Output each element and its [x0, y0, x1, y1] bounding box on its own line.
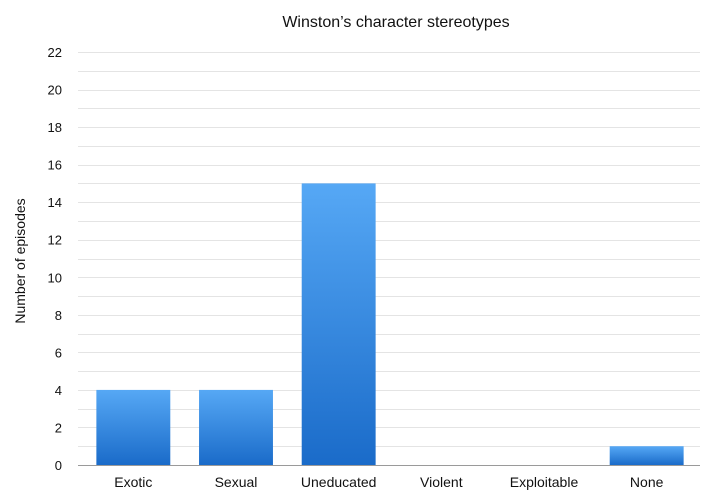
- y-tick-label: 12: [48, 233, 62, 248]
- y-tick-label: 22: [48, 45, 62, 60]
- category-label-uneducated: Uneducated: [301, 474, 377, 490]
- chart-title: Winston’s character stereotypes: [282, 14, 509, 31]
- bar-uneducated: [301, 183, 376, 465]
- y-tick-label: 4: [55, 383, 62, 398]
- category-label-exotic: Exotic: [114, 474, 152, 490]
- y-tick-label: 2: [55, 420, 62, 435]
- bar-none: [609, 446, 684, 465]
- y-tick-label: 8: [55, 308, 62, 323]
- y-tick-label: 20: [48, 83, 62, 98]
- y-tick-labels: 0 2 4 6 8 10 12 14 16 18 20 22: [48, 45, 62, 473]
- y-tick-label: 0: [55, 458, 62, 473]
- bar-sexual: [199, 389, 273, 465]
- bar-exotic: [96, 389, 171, 465]
- category-label-violent: Violent: [420, 474, 463, 490]
- gridlines: [78, 52, 700, 447]
- y-tick-label: 6: [55, 345, 62, 360]
- category-label-sexual: Sexual: [215, 474, 258, 490]
- y-axis-label: Number of episodes: [12, 198, 28, 323]
- y-tick-label: 18: [48, 120, 62, 135]
- category-labels: Exotic Sexual Uneducated Violent Exploitable…: [114, 474, 663, 490]
- category-label-exploitable: Exploitable: [510, 474, 579, 490]
- y-tick-label: 14: [48, 195, 62, 210]
- bars: [96, 183, 684, 465]
- y-tick-label: 10: [48, 270, 62, 285]
- category-label-none: None: [630, 474, 664, 490]
- y-tick-label: 16: [48, 158, 62, 173]
